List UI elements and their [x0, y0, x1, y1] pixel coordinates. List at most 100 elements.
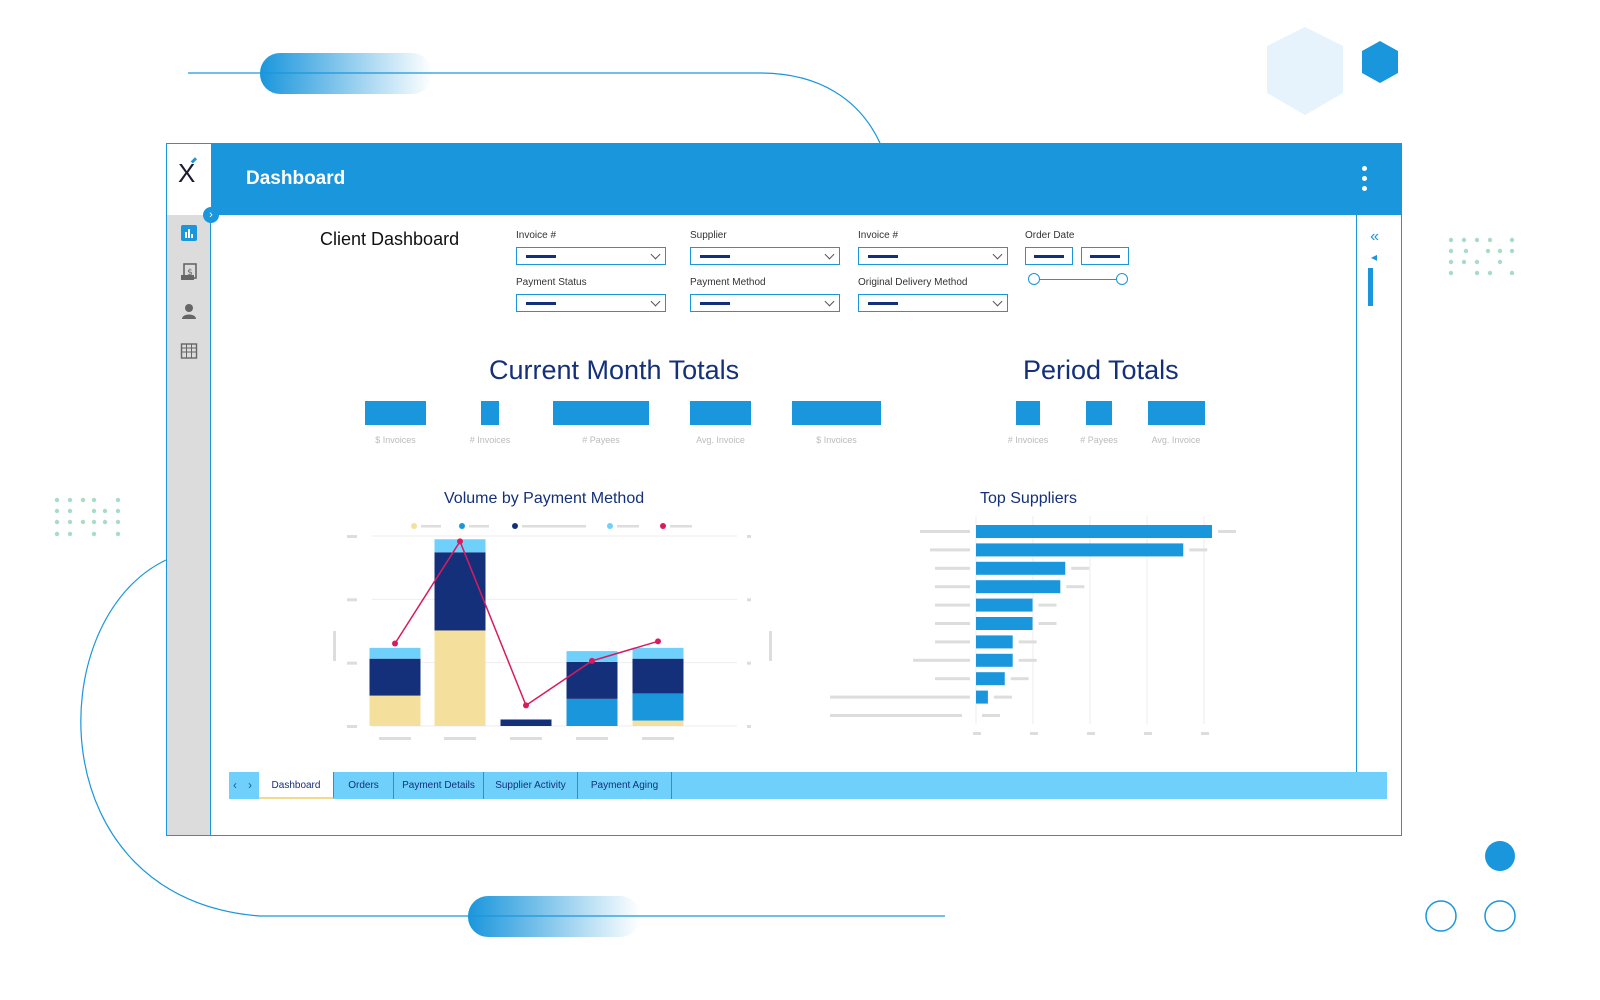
- tab-payment-aging[interactable]: Payment Aging: [578, 772, 672, 799]
- value-label-placeholder: [1018, 658, 1037, 662]
- date-range-slider-track[interactable]: [1035, 279, 1123, 280]
- kebab-menu-icon[interactable]: [1362, 166, 1368, 194]
- invoice-number-filter-select[interactable]: [858, 247, 1008, 265]
- value-label-placeholder: [1189, 548, 1208, 552]
- supplier-label-placeholder: [935, 603, 970, 607]
- y2-tick-placeholder: [747, 535, 751, 538]
- supplier-label-placeholder: [930, 548, 970, 552]
- original-delivery-label: Original Delivery Method: [858, 277, 968, 288]
- legend-label-placeholder: [670, 525, 692, 528]
- series-line: [394, 539, 659, 707]
- kpi-invoice-count-bar: [481, 401, 499, 425]
- bar-segment: [434, 630, 486, 726]
- period-kpi-payees-bar: [1086, 401, 1112, 425]
- supplier-label-placeholder: [830, 714, 962, 717]
- period-kpi-label: Avg. Invoice: [1151, 435, 1201, 445]
- panel-scroll-indicator[interactable]: [1368, 268, 1373, 306]
- user-icon[interactable]: [180, 302, 198, 320]
- supplier-bar: [976, 672, 1005, 686]
- bar-segment: [566, 651, 618, 662]
- original-delivery-select[interactable]: [858, 294, 1008, 312]
- payment-status-select[interactable]: [516, 294, 666, 312]
- kpi-label: $ Invoices: [375, 435, 416, 445]
- x-tick-placeholder: [1201, 732, 1209, 735]
- order-date-end[interactable]: [1081, 247, 1129, 265]
- bar-segment: [632, 647, 684, 659]
- supplier-filter-label: Supplier: [690, 230, 727, 241]
- supplier-label-placeholder: [935, 677, 970, 681]
- tab-next-icon[interactable]: ›: [248, 778, 252, 792]
- line-point: [523, 702, 529, 709]
- date-range-start-handle[interactable]: [1028, 273, 1040, 285]
- value-label-placeholder: [1066, 585, 1085, 589]
- top-suppliers-chart: [830, 516, 1237, 735]
- bar-segment: [500, 719, 552, 726]
- line-point: [655, 638, 661, 645]
- legend-label-placeholder: [522, 525, 586, 528]
- tab-orders[interactable]: Orders: [334, 772, 394, 799]
- bar-segment: [566, 698, 618, 726]
- kpi-payees-bar: [553, 401, 649, 425]
- tab-dashboard[interactable]: Dashboard: [259, 772, 334, 799]
- kpi-label: # Payees: [582, 435, 620, 445]
- supplier-bar: [976, 543, 1184, 557]
- supplier-label-placeholder: [935, 640, 970, 644]
- svg-text:$: $: [187, 268, 193, 278]
- supplier-bar: [976, 561, 1066, 575]
- volume-chart-title: Volume by Payment Method: [444, 490, 645, 507]
- line-point: [392, 640, 398, 647]
- app-logo: X: [178, 158, 196, 188]
- invoice-filter-select[interactable]: [516, 247, 666, 265]
- sidebar: X $: [167, 144, 211, 835]
- y2-axis-label-placeholder: [769, 631, 772, 661]
- legend-swatch: [459, 523, 465, 529]
- date-range-end-handle[interactable]: [1116, 273, 1128, 285]
- y-tick-placeholder: [347, 661, 357, 665]
- tab-supplier-activity[interactable]: Supplier Activity: [484, 772, 578, 799]
- y2-tick-placeholder: [747, 725, 751, 728]
- value-label-placeholder: [1038, 603, 1057, 607]
- building-icon[interactable]: [180, 342, 198, 360]
- supplier-bar: [976, 598, 1033, 612]
- tab-payment-details[interactable]: Payment Details: [394, 772, 484, 799]
- value-label-placeholder: [1218, 530, 1237, 533]
- invoice-dollar-icon[interactable]: $: [180, 263, 198, 281]
- period-kpi-label: # Payees: [1080, 435, 1118, 445]
- bar-segment: [434, 539, 486, 553]
- current-month-title: Current Month Totals: [489, 355, 740, 385]
- line-point: [457, 538, 463, 545]
- bar-segment: [632, 658, 684, 694]
- y-tick-placeholder: [347, 725, 357, 728]
- kpi-label: # Invoices: [469, 435, 511, 445]
- order-date-start[interactable]: [1025, 247, 1073, 265]
- order-date-label: Order Date: [1025, 230, 1075, 241]
- supplier-bar: [976, 525, 1213, 538]
- suppliers-chart-title: Top Suppliers: [980, 490, 1077, 507]
- tab-prev-icon[interactable]: ‹: [233, 778, 237, 792]
- supplier-bar: [976, 617, 1033, 630]
- value-label-placeholder: [982, 714, 1000, 717]
- bar-segment: [369, 695, 421, 726]
- supplier-filter-select[interactable]: [690, 247, 840, 265]
- value-label-placeholder: [1018, 640, 1037, 644]
- chevron-down-icon: [992, 296, 1003, 307]
- sidebar-expand-button[interactable]: ›: [203, 207, 219, 223]
- collapse-panel-icon[interactable]: «: [1370, 228, 1379, 245]
- bar-chart-icon[interactable]: [180, 224, 198, 242]
- payment-method-select[interactable]: [690, 294, 840, 312]
- supplier-label-placeholder: [913, 658, 970, 662]
- x-tick-placeholder: [1144, 732, 1152, 735]
- pin-icon[interactable]: ◂: [1370, 250, 1377, 264]
- chevron-down-icon: [650, 296, 661, 307]
- y2-tick-placeholder: [747, 661, 751, 665]
- sheet-tab-bar: ‹ › Dashboard Orders Payment Details Sup…: [229, 772, 1387, 799]
- x-tick-placeholder: [973, 732, 981, 735]
- x-tick-placeholder: [444, 737, 476, 740]
- value-label-placeholder: [1010, 677, 1029, 681]
- value-label-placeholder: [993, 695, 1012, 699]
- bar-segment: [632, 720, 684, 726]
- chevron-down-icon: [824, 296, 835, 307]
- value-label-placeholder: [1038, 622, 1057, 625]
- x-tick-placeholder: [510, 737, 542, 740]
